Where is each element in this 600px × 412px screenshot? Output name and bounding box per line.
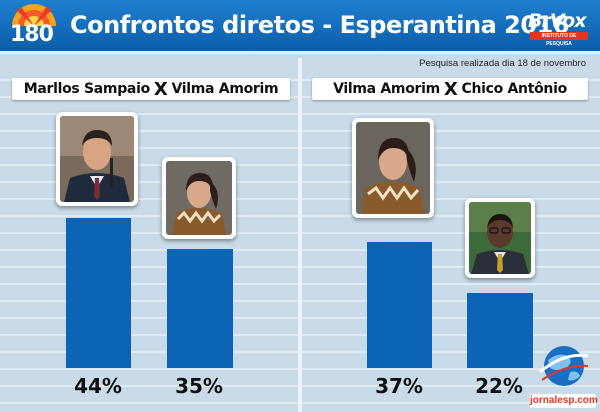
logo-number: 180 xyxy=(10,22,54,47)
man-portrait-icon xyxy=(60,116,134,202)
logo-180: 180 xyxy=(6,4,62,50)
bar-chico-antonio xyxy=(467,293,533,368)
candidate-a-name: Marllos Sampaio xyxy=(23,81,151,97)
candidate-a-name: Vilma Amorim xyxy=(333,81,440,97)
candidate-b-name: Vilma Amorim xyxy=(171,81,279,97)
photo-vilma-amorim xyxy=(162,157,236,239)
matchup-title-left: Marllos Sampaio X Vilma Amorim xyxy=(12,78,290,100)
gridlines xyxy=(0,79,298,404)
matchup-title-right: Vilma Amorim X Chico Antônio xyxy=(312,78,588,100)
value-label: 37% xyxy=(375,374,423,398)
bar-vilma-amorim xyxy=(367,242,432,368)
brvox-logo: BrVox INSTITUTO DE PESQUISA xyxy=(528,10,590,47)
site-watermark: jornalesp.com xyxy=(530,394,598,408)
value-label: 35% xyxy=(175,374,223,398)
photo-vilma-amorim xyxy=(352,118,434,218)
woman-portrait-icon xyxy=(166,161,232,235)
versus-mark: X xyxy=(443,78,458,100)
versus-mark: X xyxy=(153,78,168,100)
brand-subtitle: INSTITUTO DE PESQUISA xyxy=(530,32,588,47)
survey-date-note: Pesquisa realizada dia 18 de novembro xyxy=(419,58,586,69)
candidate-b-name: Chico Antônio xyxy=(461,81,567,97)
chart-panel-left xyxy=(0,68,298,412)
woman-portrait-icon xyxy=(356,122,430,214)
bar-vilma-amorim xyxy=(167,249,233,368)
globe-icon xyxy=(539,346,589,386)
sunburst-icon xyxy=(12,4,56,26)
man-portrait-icon xyxy=(469,202,531,274)
page-title: Confrontos diretos - Esperantina 2016 xyxy=(70,11,569,39)
value-label: 44% xyxy=(74,374,122,398)
value-label: 22% xyxy=(475,374,523,398)
bar-marllos-sampaio xyxy=(66,218,131,368)
header-banner: 180 Confrontos diretos - Esperantina 201… xyxy=(0,0,600,54)
brand-name: BrVox xyxy=(528,10,586,32)
photo-marllos-sampaio xyxy=(56,112,138,206)
photo-chico-antonio xyxy=(465,198,535,278)
panel-divider xyxy=(298,58,302,412)
